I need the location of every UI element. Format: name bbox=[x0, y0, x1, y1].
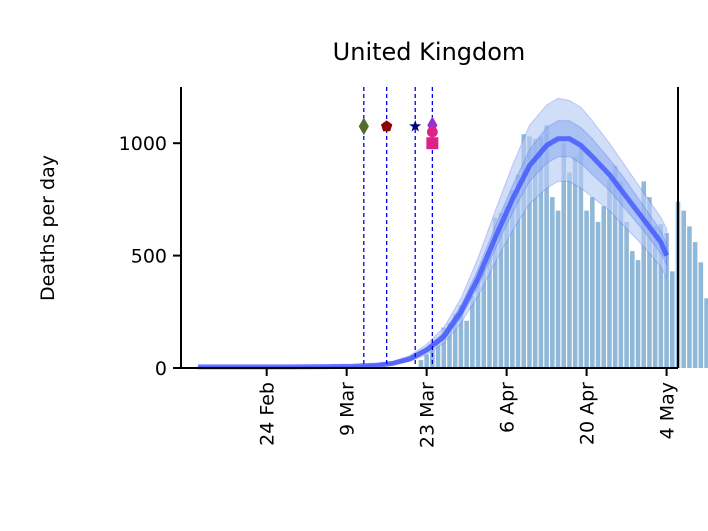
intervention-marker bbox=[380, 120, 393, 132]
bar bbox=[452, 314, 458, 368]
bar bbox=[578, 147, 584, 368]
bar bbox=[504, 206, 509, 368]
intervention-marker bbox=[426, 126, 438, 138]
bar bbox=[424, 354, 429, 368]
bar bbox=[527, 136, 532, 368]
bar bbox=[435, 341, 441, 368]
bar bbox=[698, 262, 704, 368]
bar bbox=[510, 190, 515, 368]
bar bbox=[692, 242, 698, 368]
chart-title: United Kingdom bbox=[333, 38, 526, 66]
bar bbox=[658, 224, 664, 368]
intervention-marker bbox=[426, 137, 439, 150]
bar bbox=[538, 136, 544, 368]
bar bbox=[544, 125, 549, 368]
bar bbox=[647, 197, 652, 368]
bar bbox=[590, 197, 595, 368]
y-tick-label: 0 bbox=[155, 358, 167, 380]
x-tick-label: 9 Mar bbox=[337, 382, 359, 436]
bar bbox=[418, 360, 424, 368]
bar bbox=[498, 212, 504, 368]
bar bbox=[561, 143, 567, 368]
bar bbox=[481, 266, 487, 368]
intervention-marker bbox=[409, 120, 422, 132]
bar bbox=[652, 226, 658, 368]
x-tick-label: 24 Feb bbox=[257, 382, 279, 446]
model-mean-line bbox=[198, 136, 669, 370]
bar bbox=[635, 260, 641, 368]
bar bbox=[487, 251, 492, 368]
bar bbox=[704, 298, 708, 368]
y-axis-label: Deaths per day bbox=[37, 155, 59, 301]
bar bbox=[532, 138, 538, 368]
bar bbox=[550, 197, 555, 368]
bar bbox=[607, 179, 612, 368]
bar bbox=[475, 280, 481, 368]
bar bbox=[584, 210, 589, 368]
bar bbox=[567, 172, 572, 368]
bar bbox=[687, 226, 692, 368]
bar bbox=[681, 210, 686, 368]
bar bbox=[470, 296, 475, 368]
bar bbox=[441, 327, 447, 368]
x-tick-label: 20 Apr bbox=[577, 382, 599, 445]
bar bbox=[572, 156, 578, 368]
x-tick-label: 23 Mar bbox=[417, 382, 439, 448]
x-tick-label: 6 Apr bbox=[497, 382, 519, 433]
bar bbox=[612, 165, 618, 368]
bar bbox=[447, 323, 452, 368]
model-outer-band bbox=[197, 97, 668, 368]
bar bbox=[624, 221, 629, 368]
bar bbox=[641, 181, 647, 368]
bar bbox=[492, 217, 498, 368]
bar bbox=[630, 251, 635, 368]
bar bbox=[670, 271, 675, 368]
bar bbox=[601, 206, 607, 368]
bar bbox=[458, 305, 464, 368]
bar bbox=[515, 174, 521, 368]
bar bbox=[664, 233, 669, 368]
bar bbox=[521, 134, 527, 368]
x-tick-label: 4 May bbox=[657, 382, 679, 439]
bar bbox=[595, 221, 601, 368]
y-tick-label: 500 bbox=[131, 246, 167, 268]
bar bbox=[464, 320, 469, 368]
bar bbox=[430, 347, 435, 368]
intervention-marker bbox=[358, 117, 369, 136]
bar bbox=[555, 210, 561, 368]
bar bbox=[618, 181, 624, 368]
plot-area bbox=[197, 87, 708, 370]
axes: 0 500 1000 24 Feb 9 Mar 23 Mar 6 Apr 20 Apr 4 Ma… bbox=[119, 87, 679, 448]
y-tick-label: 1000 bbox=[119, 133, 167, 155]
